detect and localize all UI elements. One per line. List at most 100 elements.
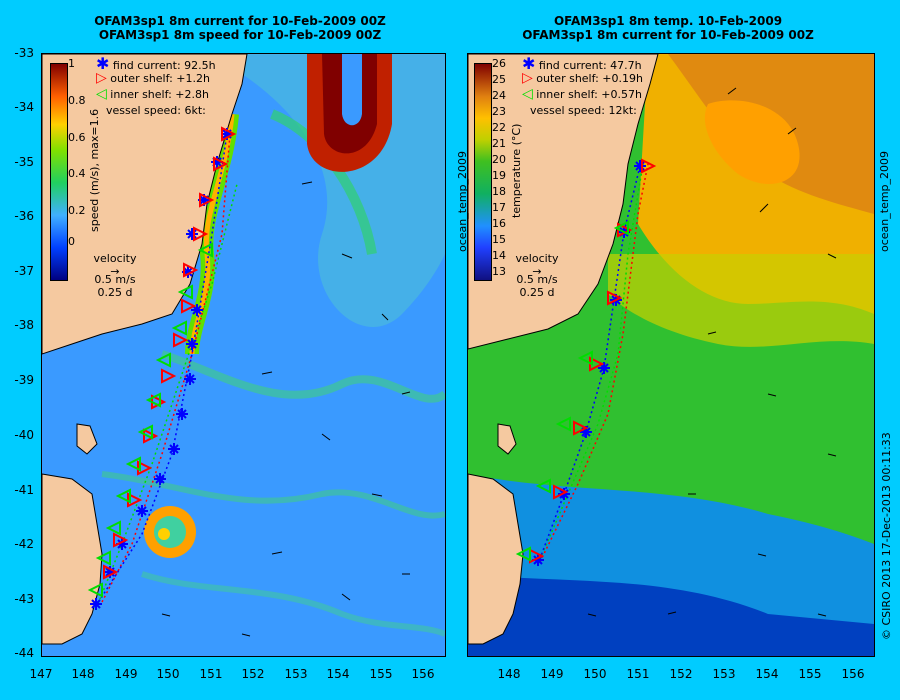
y-tick: -43 <box>14 592 34 606</box>
velocity-key-speed: 0.5 m/s <box>94 273 136 286</box>
y-tick: -42 <box>14 537 34 551</box>
x-tick: 153 <box>284 667 308 681</box>
legend-find-current-text: find current: 47.7h <box>538 59 642 72</box>
velocity-arrows <box>587 87 837 617</box>
right-temperature-map <box>467 53 875 657</box>
find-current-track <box>95 133 228 607</box>
x-tick: 153 <box>712 667 736 681</box>
y-tick: -33 <box>14 46 34 60</box>
y-tick: -44 <box>14 646 34 660</box>
legend-outer-shelf: ▷ outer shelf: +1.2h <box>96 70 210 86</box>
x-tick: 155 <box>798 667 822 681</box>
mainland-coast <box>42 54 248 355</box>
colorbar-tick: 1 <box>68 57 75 70</box>
colorbar-tick: 0.4 <box>68 167 86 180</box>
triangle-right-marker-icon: ▷ <box>96 70 107 86</box>
y-tick: -36 <box>14 209 34 223</box>
x-tick: 149 <box>540 667 564 681</box>
current-band <box>160 350 445 403</box>
triangle-left-marker-icon: ◁ <box>96 86 107 102</box>
colorbar-tick: 0.8 <box>68 94 86 107</box>
left-colorbar <box>50 63 68 281</box>
legend-find-current: ✱ find current: 92.5h <box>96 54 216 73</box>
y-tick: -34 <box>14 100 34 114</box>
colorbar-tick: 0.6 <box>68 131 86 144</box>
copyright-timestamp: © CSIRO 2013 17-Dec-2013 00:11:33 <box>880 432 893 640</box>
x-tick: 152 <box>241 667 265 681</box>
triangle-left-marker-icon: ◁ <box>522 86 533 102</box>
colorbar-tick: 17 <box>492 201 506 214</box>
x-tick: 148 <box>497 667 521 681</box>
colorbar-tick: 14 <box>492 249 506 262</box>
transition-band <box>608 254 874 347</box>
flinders-island <box>76 423 98 455</box>
colorbar-tick: 21 <box>492 137 506 150</box>
eddy-center <box>158 528 170 540</box>
x-tick: 154 <box>755 667 779 681</box>
temperature-map-svg <box>468 54 874 656</box>
right-colorbar-label: temperature (°C) <box>510 123 523 218</box>
x-tick: 150 <box>583 667 607 681</box>
speed-map-svg <box>42 54 445 656</box>
legend-outer-shelf-text: outer shelf: +0.19h <box>536 72 643 85</box>
asterisk-marker-icon: ✱ <box>522 54 536 73</box>
velocity-key-speed: 0.5 m/s <box>516 273 558 286</box>
cold-water-region <box>468 574 874 656</box>
velocity-arrow-icon: → <box>532 265 542 278</box>
right-panel-title: OFAM3sp1 8m temp. 10-Feb-2009 OFAM3sp1 8… <box>458 14 878 42</box>
y-tick: -41 <box>14 483 34 497</box>
colorbar-tick: 19 <box>492 169 506 182</box>
legend-inner-shelf: ◁ inner shelf: +2.8h <box>96 86 209 102</box>
y-tick: -39 <box>14 373 34 387</box>
colorbar-tick: 20 <box>492 153 506 166</box>
velocity-arrows <box>161 181 411 637</box>
y-tick: -35 <box>14 155 34 169</box>
x-tick: 148 <box>71 667 95 681</box>
velocity-key-title: velocity <box>93 252 137 265</box>
colorbar-tick: 23 <box>492 105 506 118</box>
colorbar-tick: 13 <box>492 265 506 278</box>
legend-find-current: ✱ find current: 47.7h <box>522 54 642 73</box>
mainland-coast <box>468 54 659 350</box>
right-title-line1: OFAM3sp1 8m temp. 10-Feb-2009 <box>553 14 783 28</box>
inner-shelf-track <box>97 183 238 605</box>
x-tick: 147 <box>29 667 53 681</box>
right-colorbar <box>474 63 492 281</box>
legend-find-current-text: find current: 92.5h <box>112 59 216 72</box>
left-colorbar-label: speed (m/s), max=1.6 <box>88 108 101 232</box>
find-current-track <box>537 165 641 565</box>
x-tick: 155 <box>369 667 393 681</box>
left-title-line1: OFAM3sp1 8m current for 10-Feb-2009 00Z <box>94 14 386 28</box>
x-tick: 156 <box>411 667 435 681</box>
x-tick: 149 <box>114 667 138 681</box>
x-tick: 151 <box>199 667 223 681</box>
eddy-loop-inner <box>342 54 362 126</box>
colorbar-tick: 16 <box>492 217 506 230</box>
current-swirl <box>242 54 445 327</box>
x-tick: 154 <box>326 667 350 681</box>
eddy-ring-inner <box>154 516 186 548</box>
velocity-arrow-icon: → <box>110 265 120 278</box>
colorbar-tick: 24 <box>492 89 506 102</box>
legend-outer-shelf: ▷ outer shelf: +0.19h <box>522 70 643 86</box>
legend-vessel-speed: vessel speed: 6kt: <box>106 104 206 117</box>
x-tick: 151 <box>626 667 650 681</box>
x-tick: 152 <box>669 667 693 681</box>
left-speed-map <box>41 53 446 657</box>
colorbar-tick: 18 <box>492 185 506 198</box>
outer-shelf-markers <box>103 126 237 580</box>
velocity-key-time: 0.25 d <box>519 286 555 299</box>
legend-inner-shelf-text: inner shelf: +2.8h <box>110 88 209 101</box>
asterisk-marker-icon: ✱ <box>96 54 110 73</box>
x-tick: 150 <box>156 667 180 681</box>
current-band <box>101 471 445 519</box>
right-side-label: ocean_temp_2009 <box>878 150 891 252</box>
right-velocity-key: velocity → 0.5 m/s 0.25 d <box>512 252 562 299</box>
colorbar-tick: 0 <box>68 235 75 248</box>
current-band <box>141 571 445 637</box>
velocity-key-title: velocity <box>515 252 559 265</box>
inner-shelf-track <box>537 163 644 565</box>
colorbar-tick: 0.2 <box>68 204 86 217</box>
legend-vessel-speed: vessel speed: 12kt: <box>530 104 637 117</box>
x-tick: 156 <box>841 667 865 681</box>
